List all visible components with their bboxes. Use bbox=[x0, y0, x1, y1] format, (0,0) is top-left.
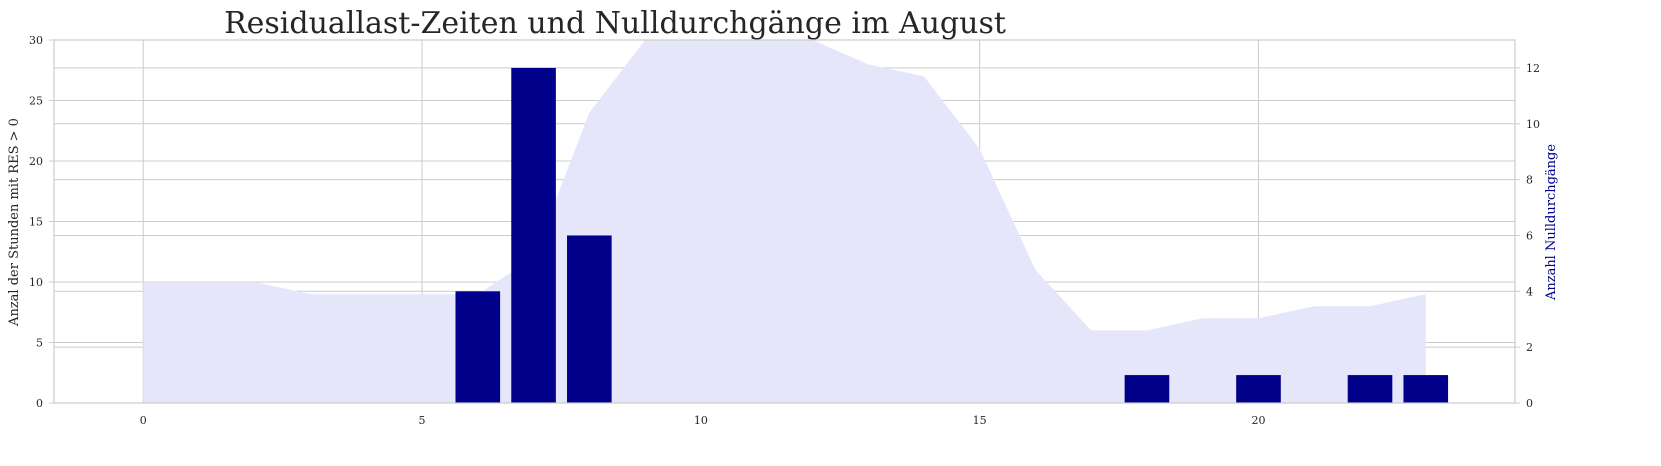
y-left-tick-label: 30 bbox=[29, 34, 43, 47]
bars-layer bbox=[455, 67, 1449, 403]
tick-labels: 0 5 10 15 20 0 5 10 15 20 25 30 0 2 4 6 8 10 12 bbox=[29, 34, 1540, 427]
bar-zero-crossings bbox=[1124, 375, 1170, 403]
area-layer bbox=[143, 40, 1426, 403]
chart-title: Residuallast-Zeiten und Nulldurchgänge i… bbox=[224, 6, 1006, 41]
area-series-residual-hours bbox=[143, 40, 1426, 403]
y-left-tick-label: 15 bbox=[29, 216, 43, 229]
y-left-tick-label: 0 bbox=[36, 397, 43, 410]
x-tick-label: 15 bbox=[973, 414, 987, 427]
x-tick-label: 5 bbox=[419, 414, 426, 427]
bar-zero-crossings bbox=[1236, 375, 1281, 403]
x-tick-label: 0 bbox=[140, 414, 147, 427]
y-left-tick-label: 20 bbox=[29, 155, 43, 168]
bar-zero-crossings bbox=[1347, 375, 1393, 403]
y-right-tick-label: 6 bbox=[1526, 229, 1533, 242]
y-left-tick-label: 10 bbox=[29, 276, 43, 289]
y-right-tick-label: 10 bbox=[1526, 118, 1540, 131]
y-right-tick-label: 12 bbox=[1526, 62, 1540, 75]
y-axis-right-label: Anzahl Nulldurchgänge bbox=[1544, 144, 1559, 301]
y-right-tick-label: 2 bbox=[1526, 341, 1533, 354]
bar-zero-crossings bbox=[455, 291, 501, 403]
x-tick-label: 20 bbox=[1251, 414, 1265, 427]
y-left-tick-label: 5 bbox=[36, 337, 43, 350]
x-tick-label: 10 bbox=[694, 414, 708, 427]
y-right-tick-label: 4 bbox=[1526, 285, 1533, 298]
bar-zero-crossings bbox=[511, 67, 556, 403]
bar-zero-crossings bbox=[567, 235, 612, 403]
y-right-tick-label: 8 bbox=[1526, 174, 1533, 187]
y-right-tick-label: 0 bbox=[1526, 397, 1533, 410]
y-left-tick-label: 25 bbox=[29, 95, 43, 108]
bar-zero-crossings bbox=[1403, 375, 1449, 403]
y-axis-left-label: Anzal der Stunden mit RES > 0 bbox=[7, 118, 22, 327]
